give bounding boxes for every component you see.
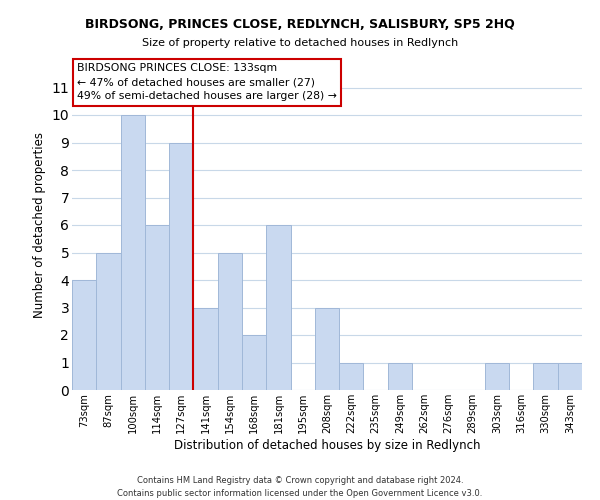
Bar xyxy=(145,225,169,390)
Bar xyxy=(169,142,193,390)
Bar xyxy=(193,308,218,390)
Text: Size of property relative to detached houses in Redlynch: Size of property relative to detached ho… xyxy=(142,38,458,48)
Text: BIRDSONG PRINCES CLOSE: 133sqm
← 47% of detached houses are smaller (27)
49% of : BIRDSONG PRINCES CLOSE: 133sqm ← 47% of … xyxy=(77,64,337,102)
X-axis label: Distribution of detached houses by size in Redlynch: Distribution of detached houses by size … xyxy=(174,438,480,452)
Bar xyxy=(533,362,558,390)
Bar xyxy=(242,335,266,390)
Bar xyxy=(485,362,509,390)
Y-axis label: Number of detached properties: Number of detached properties xyxy=(33,132,46,318)
Bar xyxy=(218,252,242,390)
Bar xyxy=(339,362,364,390)
Text: BIRDSONG, PRINCES CLOSE, REDLYNCH, SALISBURY, SP5 2HQ: BIRDSONG, PRINCES CLOSE, REDLYNCH, SALIS… xyxy=(85,18,515,30)
Bar xyxy=(388,362,412,390)
Bar xyxy=(315,308,339,390)
Bar xyxy=(121,115,145,390)
Bar xyxy=(72,280,96,390)
Bar xyxy=(266,225,290,390)
Bar xyxy=(558,362,582,390)
Text: Contains HM Land Registry data © Crown copyright and database right 2024.
Contai: Contains HM Land Registry data © Crown c… xyxy=(118,476,482,498)
Bar xyxy=(96,252,121,390)
